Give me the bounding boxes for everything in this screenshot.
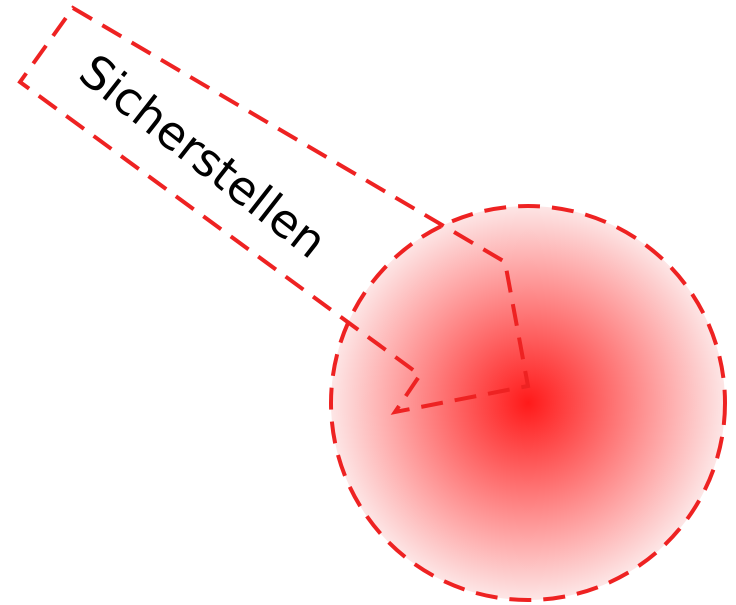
arrow-label: Sicherstellen: [70, 44, 337, 269]
target-circle: [331, 206, 725, 600]
target-circle-outline: [329, 204, 727, 602]
arrow-outline: [17, 5, 531, 415]
